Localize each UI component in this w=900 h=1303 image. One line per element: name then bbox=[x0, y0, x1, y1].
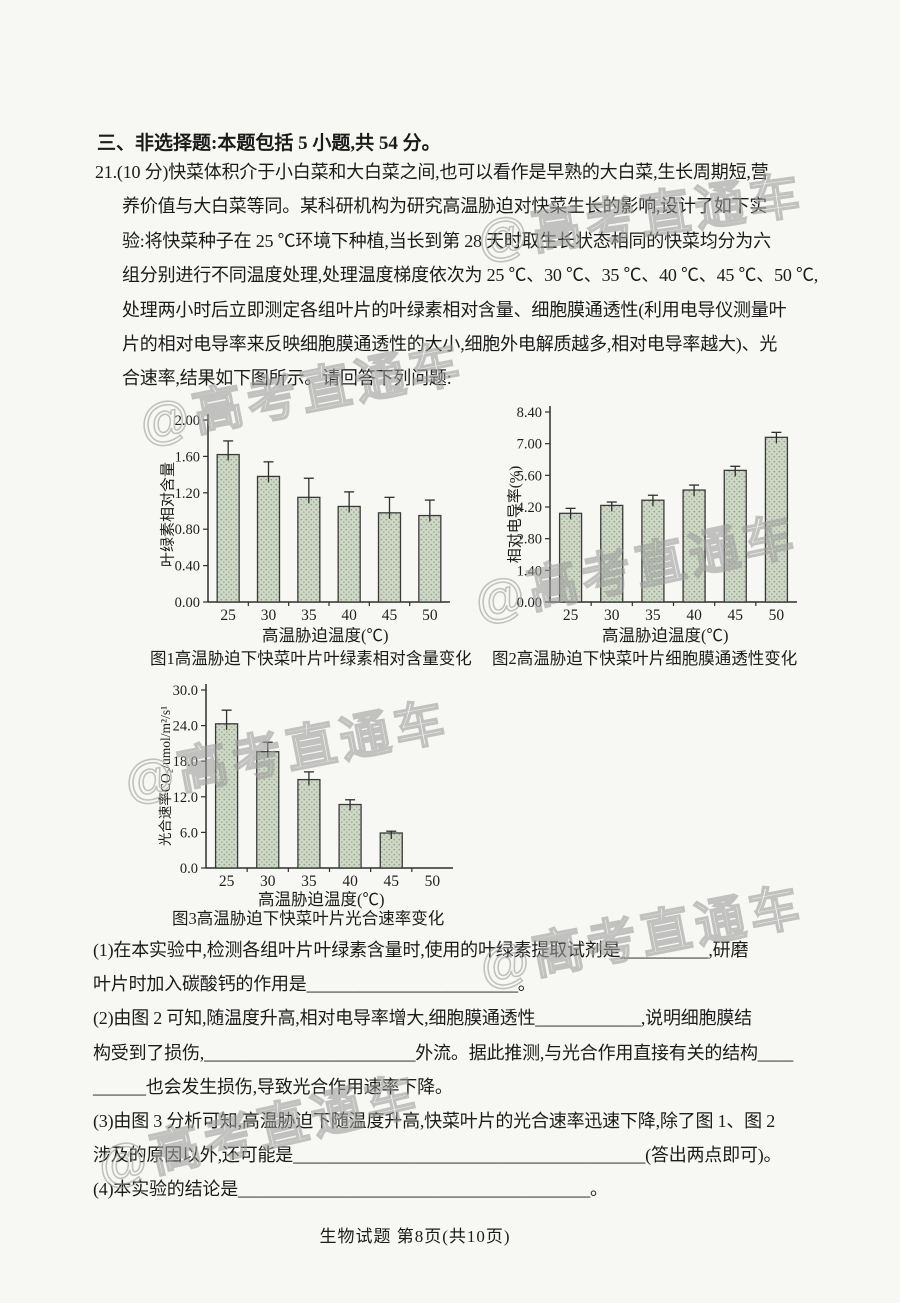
question-21-line: 片的相对电导率来反映细胞膜通透性的大小,细胞外电解质越多,相对电导率越大)、光 bbox=[122, 333, 778, 354]
svg-text:45: 45 bbox=[728, 607, 744, 624]
svg-text:6.0: 6.0 bbox=[180, 825, 198, 841]
svg-text:50: 50 bbox=[769, 607, 785, 624]
question-21-line: 21.(10 分)快菜体积介于小白菜和大白菜之间,也可以看作是早熟的大白菜,生长… bbox=[95, 162, 769, 182]
svg-text:50: 50 bbox=[422, 607, 438, 624]
question-21-line: 验:将快菜种子在 25 ℃环境下种植,当长到第 28 天时取生长状态相同的快菜均… bbox=[122, 230, 771, 251]
question-21-line: 处理两小时后立即测定各组叶片的叶绿素相对含量、细胞膜通透性(利用电导仪测量叶 bbox=[122, 299, 787, 320]
sub-question-line: 构受到了损伤,________________________外流。据此推测,与… bbox=[93, 1042, 793, 1063]
svg-text:30: 30 bbox=[261, 607, 277, 624]
svg-text:25: 25 bbox=[563, 607, 579, 624]
svg-text:35: 35 bbox=[301, 607, 317, 624]
svg-text:1.20: 1.20 bbox=[175, 486, 200, 502]
fig2-x-axis-label: 高温胁迫温度(℃) bbox=[602, 626, 729, 645]
svg-text:8.40: 8.40 bbox=[517, 405, 542, 421]
fig2-caption: 图2高温胁迫下快菜叶片细胞膜通透性变化 bbox=[492, 649, 798, 668]
fig3-x-axis-label: 高温胁迫温度(℃) bbox=[258, 890, 385, 909]
svg-text:45: 45 bbox=[384, 873, 400, 890]
page-footer: 生物试题 第8页(共10页) bbox=[319, 1227, 511, 1246]
svg-text:35: 35 bbox=[301, 873, 317, 890]
svg-text:40: 40 bbox=[341, 607, 357, 624]
svg-text:0.80: 0.80 bbox=[175, 522, 200, 538]
fig1-x-axis-label: 高温胁迫温度(℃) bbox=[262, 626, 389, 645]
svg-text:30: 30 bbox=[260, 873, 276, 890]
svg-text:0.00: 0.00 bbox=[175, 595, 200, 611]
svg-text:2.80: 2.80 bbox=[517, 532, 542, 548]
svg-text:1.60: 1.60 bbox=[175, 449, 200, 465]
question-21-line: 合速率,结果如下图所示。请回答下列问题: bbox=[122, 368, 452, 389]
svg-text:12.0: 12.0 bbox=[173, 790, 198, 806]
svg-text:25: 25 bbox=[220, 607, 236, 624]
sub-question-line: 叶片时加入碳酸钙的作用是________________________。 bbox=[93, 974, 536, 995]
svg-text:35: 35 bbox=[645, 607, 661, 624]
sub-question-line: (3)由图 3 分析可知,高温胁迫下随温度升高,快菜叶片的光合速率迅速下降,除了… bbox=[93, 1110, 776, 1131]
sub-questions: (1)在本实验中,检测各组叶片叶绿素含量时,使用的叶绿素提取试剂是_______… bbox=[93, 936, 793, 1210]
fig1-caption: 图1高温胁迫下快菜叶片叶绿素相对含量变化 bbox=[150, 649, 472, 668]
fig2-bar-chart: 0.00 1.40 2.80 4.20 5.60 7.00 8.40 25 30 35 40 45 50 bbox=[517, 405, 797, 624]
svg-text:40: 40 bbox=[686, 607, 702, 624]
fig3-bar-chart: 0.0 6.0 12.0 18.0 24.0 30.0 25 30 35 40 45 50 bbox=[173, 683, 453, 890]
question-21-line: 养价值与大白菜等同。某科研机构为研究高温胁迫对快菜生长的影响,设计了如下实 bbox=[122, 196, 768, 217]
sub-question-line: (1)在本实验中,检测各组叶片叶绿素含量时,使用的叶绿素提取试剂是_______… bbox=[93, 940, 749, 960]
svg-text:0.0: 0.0 bbox=[180, 861, 198, 877]
svg-text:0.00: 0.00 bbox=[517, 595, 542, 611]
svg-text:5.60: 5.60 bbox=[517, 468, 542, 484]
sub-question-line: (4)本实验的结论是______________________________… bbox=[93, 1179, 608, 1200]
svg-text:7.00: 7.00 bbox=[517, 437, 542, 453]
svg-text:1.40: 1.40 bbox=[517, 563, 542, 579]
svg-text:40: 40 bbox=[342, 873, 358, 890]
sub-question-line: (2)由图 2 可知,随温度升高,相对电导率增大,细胞膜通透性_________… bbox=[93, 1008, 752, 1029]
svg-text:30: 30 bbox=[604, 607, 620, 624]
svg-text:0.40: 0.40 bbox=[175, 559, 200, 575]
question-21: 21.(10 分)快菜体积介于小白菜和大白菜之间,也可以看作是早熟的大白菜,生长… bbox=[95, 158, 818, 399]
svg-text:24.0: 24.0 bbox=[173, 719, 198, 735]
svg-text:30.0: 30.0 bbox=[173, 683, 198, 699]
fig3-caption: 图3高温胁迫下快菜叶片光合速率变化 bbox=[172, 909, 445, 928]
svg-text:18.0: 18.0 bbox=[173, 754, 198, 770]
sub-question-line: 涉及的原因以外,还可能是____________________________… bbox=[93, 1145, 782, 1166]
svg-text:45: 45 bbox=[382, 607, 398, 624]
sub-question-line: ______也会发生损伤,导致光合作用速率下降。 bbox=[93, 1076, 453, 1097]
section-heading: 三、非选择题:本题包括 5 小题,共 54 分。 bbox=[97, 133, 441, 154]
fig1-bar-chart: 0.00 0.40 0.80 1.20 1.60 2.00 25 30 35 40 45 50 bbox=[175, 413, 450, 624]
question-21-line: 组分别进行不同温度处理,处理温度梯度依次为 25 ℃、30 ℃、35 ℃、40 … bbox=[122, 265, 819, 286]
svg-text:50: 50 bbox=[425, 873, 441, 890]
svg-text:2.00: 2.00 bbox=[175, 413, 200, 429]
svg-text:4.20: 4.20 bbox=[517, 500, 542, 516]
svg-text:25: 25 bbox=[219, 873, 235, 890]
